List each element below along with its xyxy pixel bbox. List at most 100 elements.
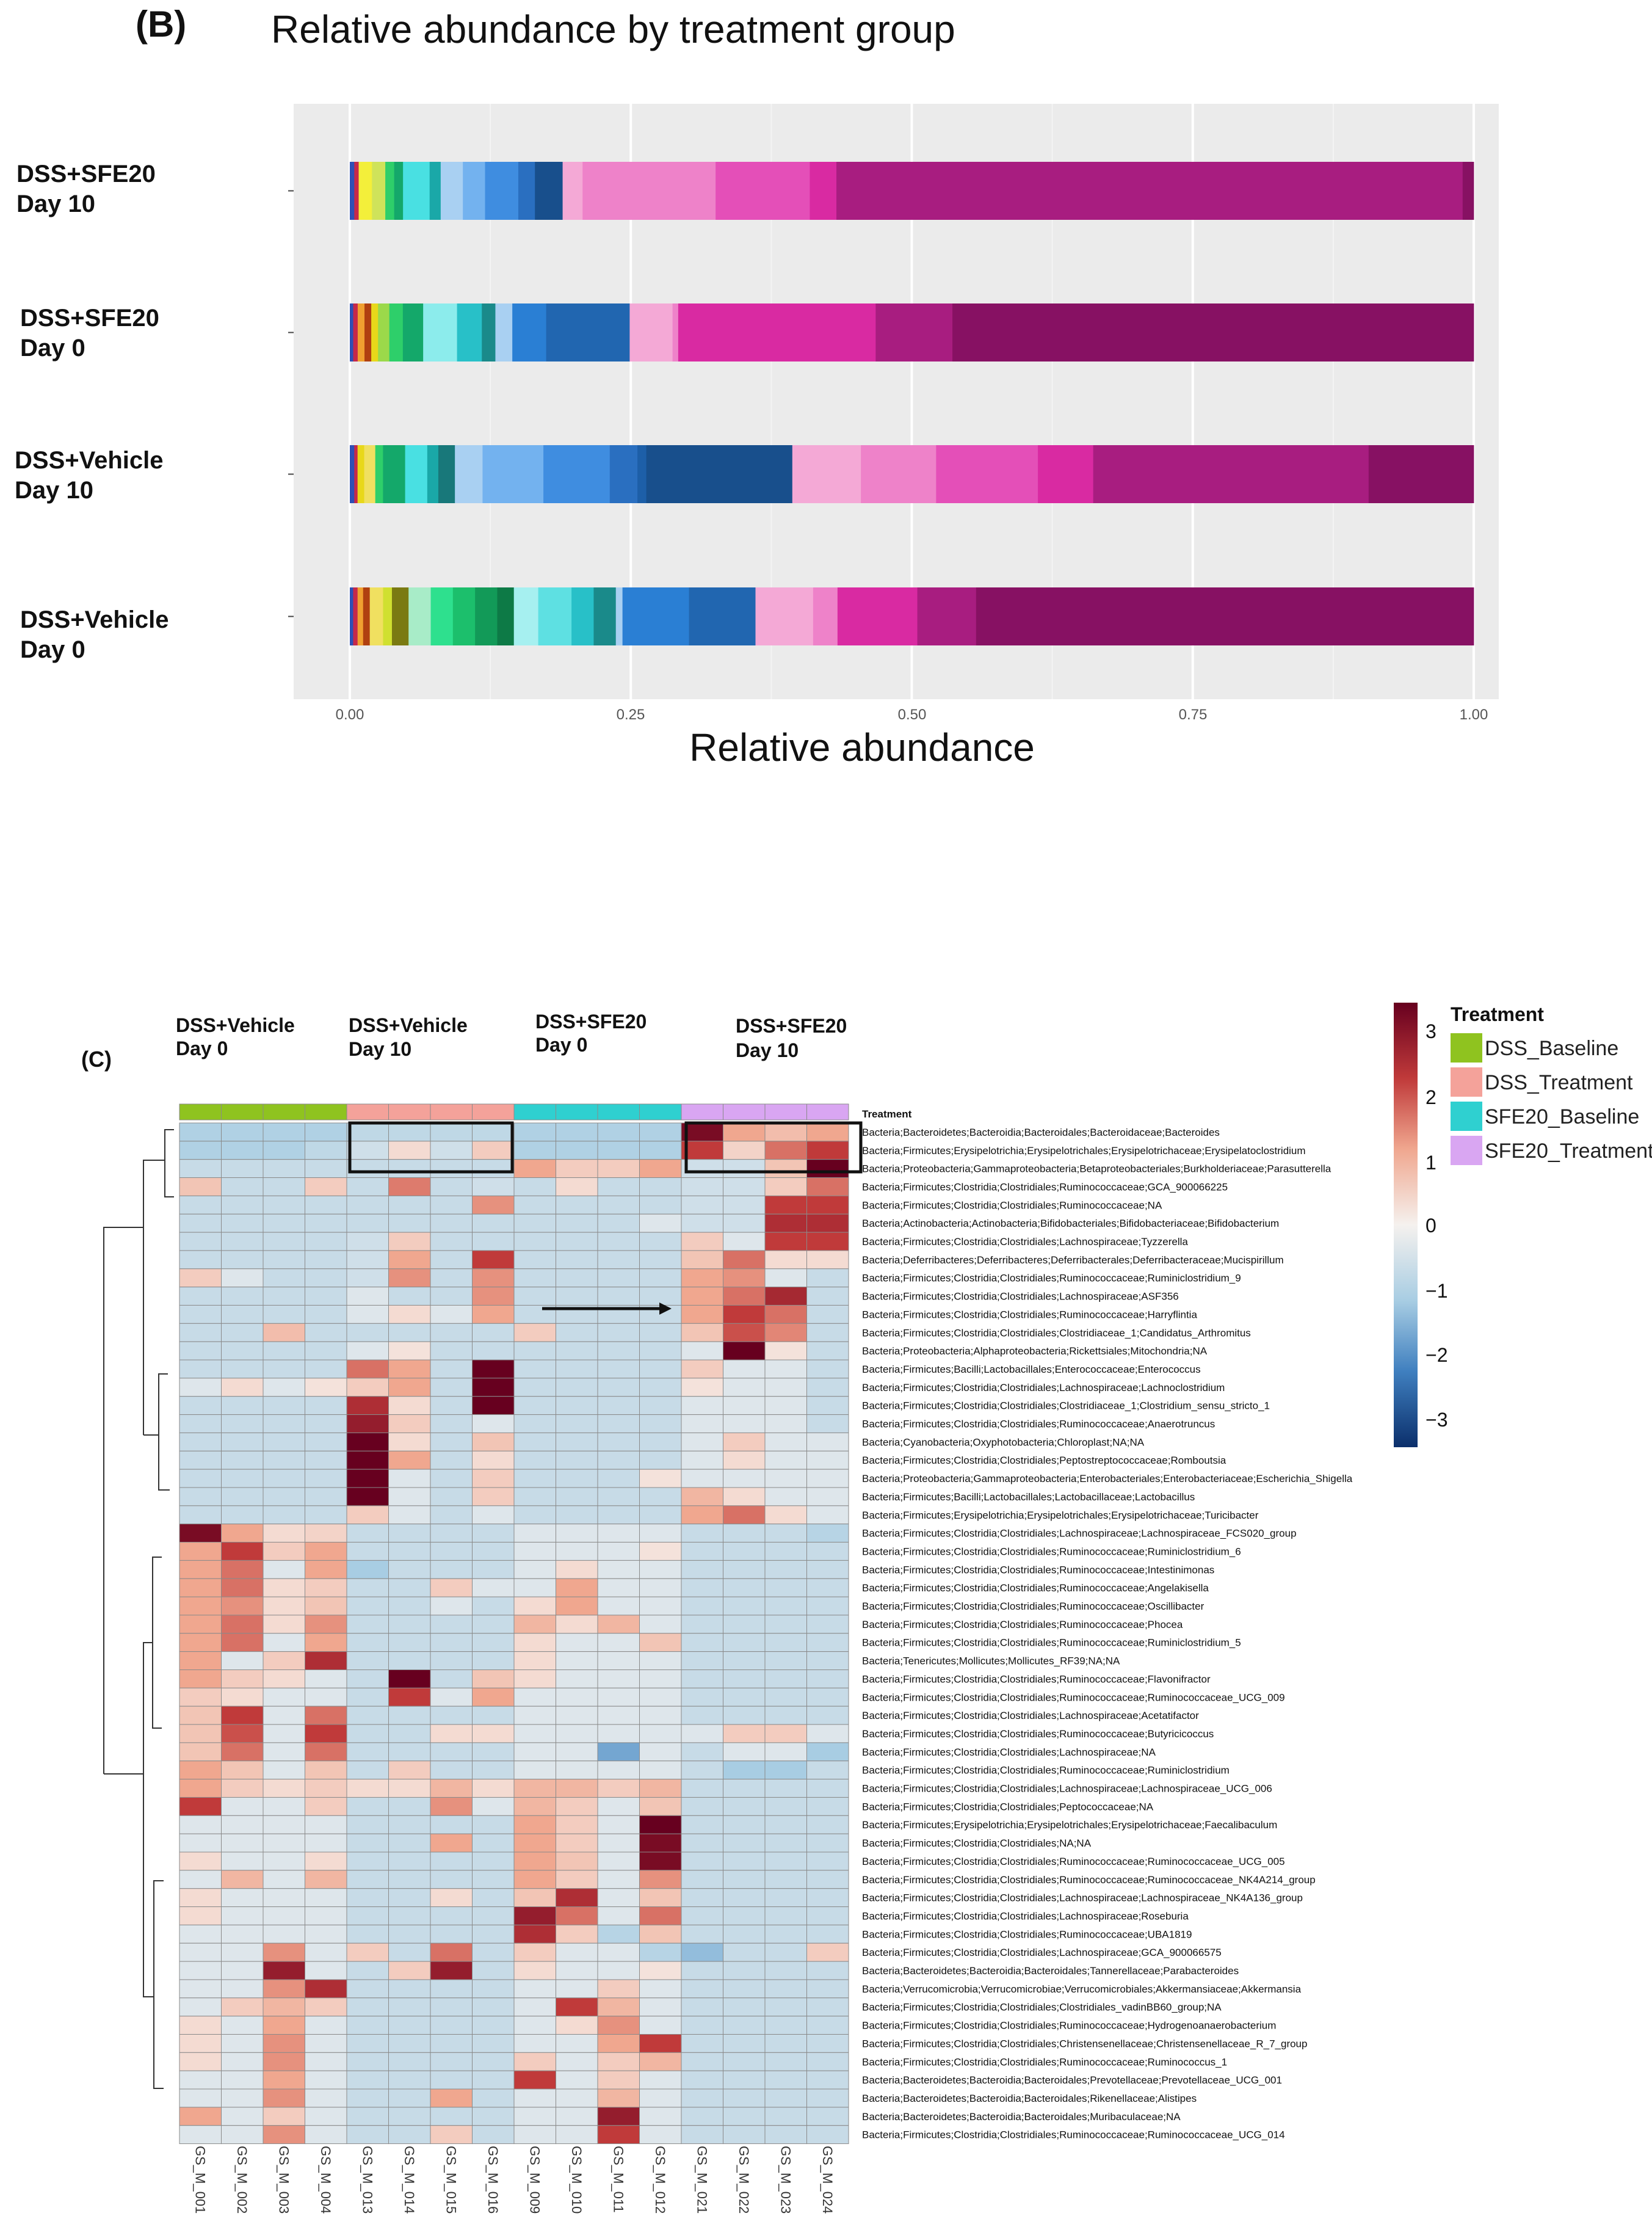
heatmap-cell	[221, 1815, 264, 1834]
heatmap-cell	[388, 1997, 431, 2017]
dendrogram-lower-a	[152, 1557, 162, 1729]
heatmap-cell	[639, 1560, 682, 1579]
heatmap-cell	[263, 1961, 305, 1980]
bar-segment	[430, 587, 454, 645]
heatmap-cell	[221, 1833, 264, 1853]
heatmap-cell	[263, 1396, 305, 1415]
annotation-cell	[179, 1103, 222, 1121]
heatmap-cell	[388, 1796, 431, 1816]
heatmap-cell	[513, 1213, 556, 1233]
bar-segment	[457, 303, 482, 361]
heatmap-cell	[806, 2070, 849, 2090]
heatmap-cell	[346, 1870, 389, 1889]
heatmap-cell	[639, 1906, 682, 1925]
heatmap-cell	[764, 2125, 807, 2145]
sample-label: GS_M_012	[653, 2146, 668, 2214]
heatmap-cell	[430, 1906, 473, 1925]
treatment-annotation-bar	[179, 1103, 849, 1121]
sample-label: GS_M_004	[318, 2146, 333, 2214]
heatmap-cell	[430, 1815, 473, 1834]
bar-segment	[350, 162, 355, 220]
colorbar-tick-0: 0	[1426, 1215, 1436, 1237]
heatmap-cell	[723, 1724, 766, 1743]
heatmap-cell	[556, 1724, 598, 1743]
heatmap-cell	[764, 1870, 807, 1889]
heatmap-cell	[430, 1487, 473, 1506]
bar-segment	[350, 587, 353, 645]
taxon-label: Bacteria;Firmicutes;Clostridia;Clostridi…	[862, 1856, 1285, 1867]
heatmap-cell	[346, 1378, 389, 1397]
heatmap-cell	[179, 1669, 222, 1688]
heatmap-cell	[305, 1979, 347, 1999]
heatmap-cell	[221, 1323, 264, 1342]
heatmap-cell	[764, 1742, 807, 1762]
heatmap-cell	[346, 1888, 389, 1908]
heatmap-cell	[513, 1141, 556, 1160]
heatmap-cell	[430, 1268, 473, 1288]
heatmap-cell	[221, 1268, 264, 1288]
row-label-3-line1: DSS+Vehicle	[15, 447, 163, 474]
annotation-cell	[556, 1103, 598, 1121]
heatmap-cell	[472, 1250, 515, 1270]
sample-label: GS_M_015	[443, 2146, 458, 2214]
bar-segment	[350, 445, 355, 503]
taxon-label: Bacteria;Firmicutes;Clostridia;Clostridi…	[862, 2002, 1222, 2013]
heatmap-cell	[639, 1742, 682, 1762]
heatmap-cell	[597, 1341, 640, 1361]
heatmap-cell	[263, 1578, 305, 1597]
bar-segment	[562, 162, 583, 220]
heatmap-cell	[388, 1633, 431, 1652]
dendrogram-upper-b	[158, 1373, 170, 1491]
taxon-label: Bacteria;Firmicutes;Clostridia;Clostridi…	[862, 2038, 1307, 2049]
heatmap-cell	[681, 1305, 723, 1324]
heatmap-cell	[513, 1706, 556, 1725]
bar-segment	[792, 445, 861, 503]
heatmap-cell	[764, 1414, 807, 1433]
heatmap-cell	[263, 1942, 305, 1962]
heatmap-cell	[305, 1505, 347, 1525]
heatmap-cell	[556, 1687, 598, 1707]
heatmap-cell	[430, 1432, 473, 1451]
taxon-label: Bacteria;Firmicutes;Clostridia;Clostridi…	[862, 1801, 1154, 1812]
heatmap-cell	[305, 1213, 347, 1233]
heatmap-cell	[430, 1615, 473, 1634]
heatmap-cell	[388, 1396, 431, 1415]
heatmap-cell	[513, 1450, 556, 1470]
heatmap-cell	[806, 1979, 849, 1999]
heatmap-cell	[221, 1177, 264, 1196]
heatmap-cell	[597, 2125, 640, 2145]
heatmap-cell	[764, 1924, 807, 1944]
heatmap-cell	[556, 1341, 598, 1361]
heatmap-cell	[263, 2125, 305, 2145]
heatmap-cell	[305, 1796, 347, 1816]
heatmap-cell	[472, 1505, 515, 1525]
heatmap-cell	[346, 1687, 389, 1707]
heatmap-cell	[179, 1779, 222, 1798]
heatmap-cell	[388, 1615, 431, 1634]
heatmap-cell	[681, 1359, 723, 1379]
heatmap-cell	[346, 1524, 389, 1543]
heatmap-cell	[639, 1979, 682, 1999]
bar-segment	[423, 303, 457, 361]
heatmap-cell	[388, 1195, 431, 1215]
heatmap-cell	[556, 1942, 598, 1962]
heatmap-cell	[723, 1505, 766, 1525]
heatmap-cell	[556, 1833, 598, 1853]
heatmap-cell	[179, 1888, 222, 1908]
heatmap-cell	[221, 1888, 264, 1908]
heatmap-cell	[639, 1706, 682, 1725]
heatmap-cell	[681, 1396, 723, 1415]
legend-label: DSS_Treatment	[1485, 1071, 1633, 1094]
bar-segment	[394, 162, 404, 220]
heatmap-cell	[472, 1979, 515, 1999]
heatmap-cell	[346, 2125, 389, 2145]
heatmap-cell	[388, 1833, 431, 1853]
heatmap-cell	[597, 1359, 640, 1379]
heatmap-cell	[806, 1815, 849, 1834]
heatmap-cell	[597, 1706, 640, 1725]
heatmap-cell	[764, 1432, 807, 1451]
heatmap-cell	[639, 2016, 682, 2035]
heatmap-cell	[430, 2070, 473, 2090]
heatmap-cell	[806, 1833, 849, 1853]
heatmap-cell	[597, 1997, 640, 2017]
